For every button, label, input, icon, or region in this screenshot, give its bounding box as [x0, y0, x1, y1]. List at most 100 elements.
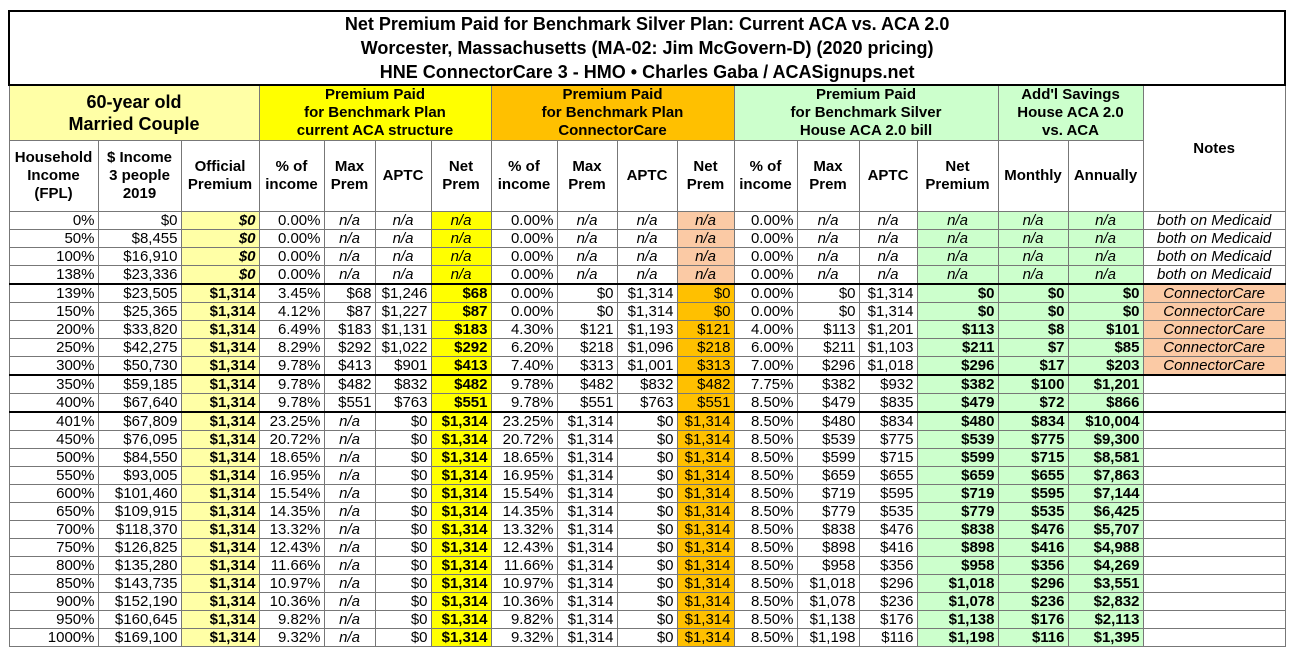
data-cell: $535 — [858, 502, 918, 521]
data-cell: $23,336 — [97, 265, 182, 285]
data-cell: $715 — [997, 448, 1069, 467]
data-cell: 18.65% — [258, 448, 325, 467]
data-cell: $901 — [374, 356, 432, 376]
data-cell: $1,314 — [180, 628, 260, 647]
data-cell: 0.00% — [733, 211, 798, 230]
data-cell: n/a — [556, 229, 618, 248]
data-cell: n/a — [323, 265, 376, 285]
data-cell: 0.00% — [258, 265, 325, 285]
data-cell: 9.78% — [258, 374, 325, 394]
column-header: Monthly — [997, 140, 1069, 212]
data-cell: $480 — [916, 411, 999, 431]
data-cell: $0 — [1067, 302, 1144, 321]
data-cell: n/a — [323, 610, 376, 629]
group-header: Premium Paid for Benchmark Silver House … — [733, 84, 999, 141]
data-cell: $113 — [916, 320, 999, 339]
data-cell: $1,314 — [430, 484, 492, 503]
data-cell: $183 — [430, 320, 492, 339]
column-header: Net Prem — [676, 140, 735, 212]
data-cell: $655 — [997, 466, 1069, 485]
data-cell: 800% — [8, 556, 99, 575]
data-cell: $1,314 — [616, 302, 678, 321]
empty-cell — [1142, 484, 1286, 503]
column-header: APTC — [374, 140, 432, 212]
table-row: 1000% $169,100 $1,314 9.32% n/a $0 $1,314 9.32%… — [8, 628, 1286, 647]
data-cell: n/a — [796, 211, 860, 230]
data-cell: $1,314 — [430, 574, 492, 593]
data-cell: n/a — [323, 538, 376, 557]
column-header: % of income — [733, 140, 798, 212]
table-row: 250% $42,275 $1,314 8.29% $292 $1,022 $292 6.20… — [8, 338, 1286, 357]
data-cell: $1,314 — [180, 538, 260, 557]
table-row: 550% $93,005 $1,314 16.95% n/a $0 $1,314 16.95%… — [8, 466, 1286, 485]
data-cell: $0 — [374, 430, 432, 449]
data-cell: $17 — [997, 356, 1069, 376]
data-cell: $0 — [616, 430, 678, 449]
data-cell: 8.50% — [733, 628, 798, 647]
data-cell: n/a — [616, 247, 678, 266]
data-cell: $1,314 — [430, 411, 492, 431]
data-cell: $835 — [858, 393, 918, 413]
data-cell: n/a — [997, 265, 1069, 285]
data-cell: 750% — [8, 538, 99, 557]
data-cell: $551 — [556, 393, 618, 413]
note-cell: ConnectorCare — [1142, 320, 1286, 339]
data-cell: $72 — [997, 393, 1069, 413]
data-cell: 850% — [8, 574, 99, 593]
table-row: 100% $16,910 $0 0.00% n/a n/a n/a 0.00% n/a n/a n/… — [8, 247, 1286, 266]
data-cell: 100% — [8, 247, 99, 266]
data-cell: 8.50% — [733, 556, 798, 575]
data-cell: $0 — [374, 574, 432, 593]
data-cell: n/a — [323, 502, 376, 521]
note-cell: ConnectorCare — [1142, 338, 1286, 357]
data-cell: $1,314 — [180, 320, 260, 339]
data-cell: $1,103 — [858, 338, 918, 357]
data-cell: 12.43% — [258, 538, 325, 557]
data-cell: $1,022 — [374, 338, 432, 357]
data-cell: n/a — [323, 556, 376, 575]
data-cell: $68 — [323, 283, 376, 303]
data-cell: n/a — [916, 247, 999, 266]
data-cell: $382 — [916, 374, 999, 394]
data-cell: 8.50% — [733, 466, 798, 485]
data-cell: $1,314 — [180, 448, 260, 467]
column-header: Net Premium — [916, 140, 999, 212]
data-cell: n/a — [323, 592, 376, 611]
table-row: 138% $23,336 $0 0.00% n/a n/a n/a 0.00% n/a n/a n/… — [8, 265, 1286, 285]
note-cell: both on Medicaid — [1142, 247, 1286, 266]
data-cell: 0.00% — [490, 229, 558, 248]
data-cell: 50% — [8, 229, 99, 248]
data-cell: n/a — [323, 430, 376, 449]
data-cell: 8.50% — [733, 538, 798, 557]
data-cell: n/a — [323, 466, 376, 485]
data-cell: $169,100 — [97, 628, 182, 647]
data-cell: $1,314 — [180, 574, 260, 593]
data-cell: $7 — [997, 338, 1069, 357]
note-cell: ConnectorCare — [1142, 356, 1286, 376]
table-row: 850% $143,735 $1,314 10.97% n/a $0 $1,314 10.97… — [8, 574, 1286, 593]
data-cell: $1,314 — [180, 592, 260, 611]
data-cell: $292 — [430, 338, 492, 357]
data-cell: $1,314 — [556, 448, 618, 467]
data-cell: n/a — [556, 211, 618, 230]
table-row: 700% $118,370 $1,314 13.32% n/a $0 $1,314 13.32… — [8, 520, 1286, 539]
title-line: Worcester, Massachusetts (MA-02: Jim McG… — [360, 38, 934, 58]
data-cell: $838 — [796, 520, 860, 539]
title-cell: Net Premium Paid for Benchmark Silver Pl… — [7, 10, 1287, 86]
data-cell: 23.25% — [258, 411, 325, 431]
data-cell: $1,198 — [796, 628, 860, 647]
data-cell: $838 — [916, 520, 999, 539]
data-cell: 1000% — [8, 628, 99, 647]
data-cell: 4.12% — [258, 302, 325, 321]
data-cell: 0.00% — [733, 265, 798, 285]
data-cell: $595 — [858, 484, 918, 503]
data-cell: n/a — [676, 265, 735, 285]
data-cell: $1,314 — [556, 628, 618, 647]
data-cell: n/a — [374, 247, 432, 266]
data-cell: 900% — [8, 592, 99, 611]
data-cell: 0.00% — [490, 211, 558, 230]
data-cell: $775 — [858, 430, 918, 449]
data-cell: $1,314 — [180, 374, 260, 394]
data-cell: $1,314 — [430, 556, 492, 575]
